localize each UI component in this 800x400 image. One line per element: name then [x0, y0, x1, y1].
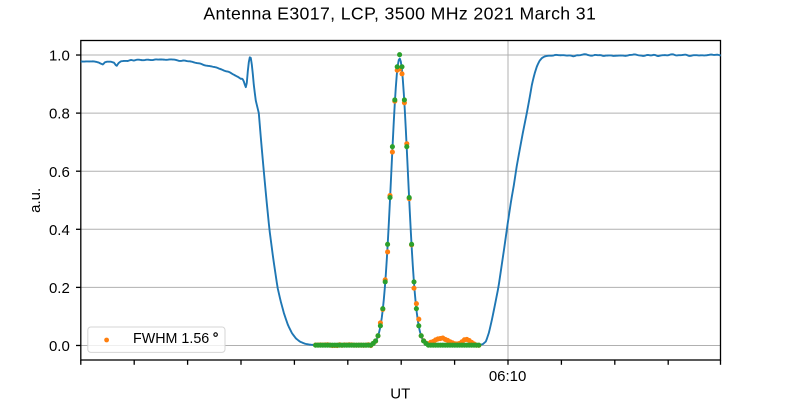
svg-text:0.2: 0.2 [49, 280, 70, 297]
svg-text:a.u.: a.u. [27, 188, 44, 213]
svg-text:FWHM 1.56: FWHM 1.56 [133, 331, 209, 347]
svg-text:Antenna E3017, LCP, 3500 MHz 2: Antenna E3017, LCP, 3500 MHz 2021 March … [203, 4, 596, 24]
svg-text:0.6: 0.6 [49, 164, 70, 181]
svg-text:06:10: 06:10 [489, 368, 527, 385]
svg-text:0.8: 0.8 [49, 106, 70, 123]
svg-text:0.0: 0.0 [49, 338, 70, 355]
svg-text:1.0: 1.0 [49, 48, 70, 65]
svg-text:0.4: 0.4 [49, 222, 70, 239]
svg-text:UT: UT [390, 385, 410, 400]
